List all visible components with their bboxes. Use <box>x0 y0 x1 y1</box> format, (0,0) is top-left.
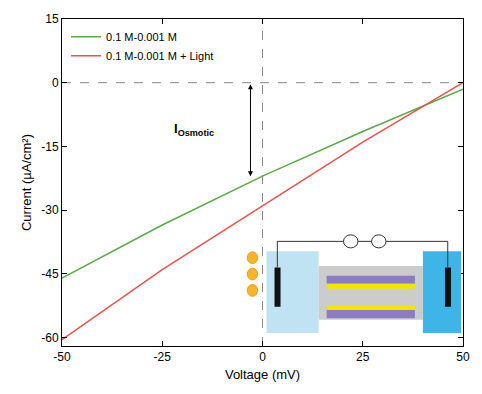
svg-text:0: 0 <box>52 76 59 90</box>
svg-text:0: 0 <box>259 350 266 364</box>
svg-text:-25: -25 <box>154 350 172 364</box>
svg-text:-15: -15 <box>41 140 59 154</box>
svg-text:Current (µA/cm²): Current (µA/cm²) <box>19 134 34 231</box>
svg-text:-30: -30 <box>41 203 59 217</box>
svg-text:-60: -60 <box>41 331 59 345</box>
svg-text:-50: -50 <box>53 350 71 364</box>
svg-text:0.1 M-0.001 M + Light: 0.1 M-0.001 M + Light <box>106 50 213 62</box>
svg-text:50: 50 <box>456 350 470 364</box>
svg-text:0.1 M-0.001 M: 0.1 M-0.001 M <box>106 31 177 43</box>
svg-text:Voltage (mV): Voltage (mV) <box>225 367 300 382</box>
svg-text:15: 15 <box>45 12 59 26</box>
svg-text:I​Osmotic​: I​Osmotic​ <box>174 121 214 138</box>
svg-text:25: 25 <box>356 350 370 364</box>
svg-text:-45: -45 <box>41 267 59 281</box>
